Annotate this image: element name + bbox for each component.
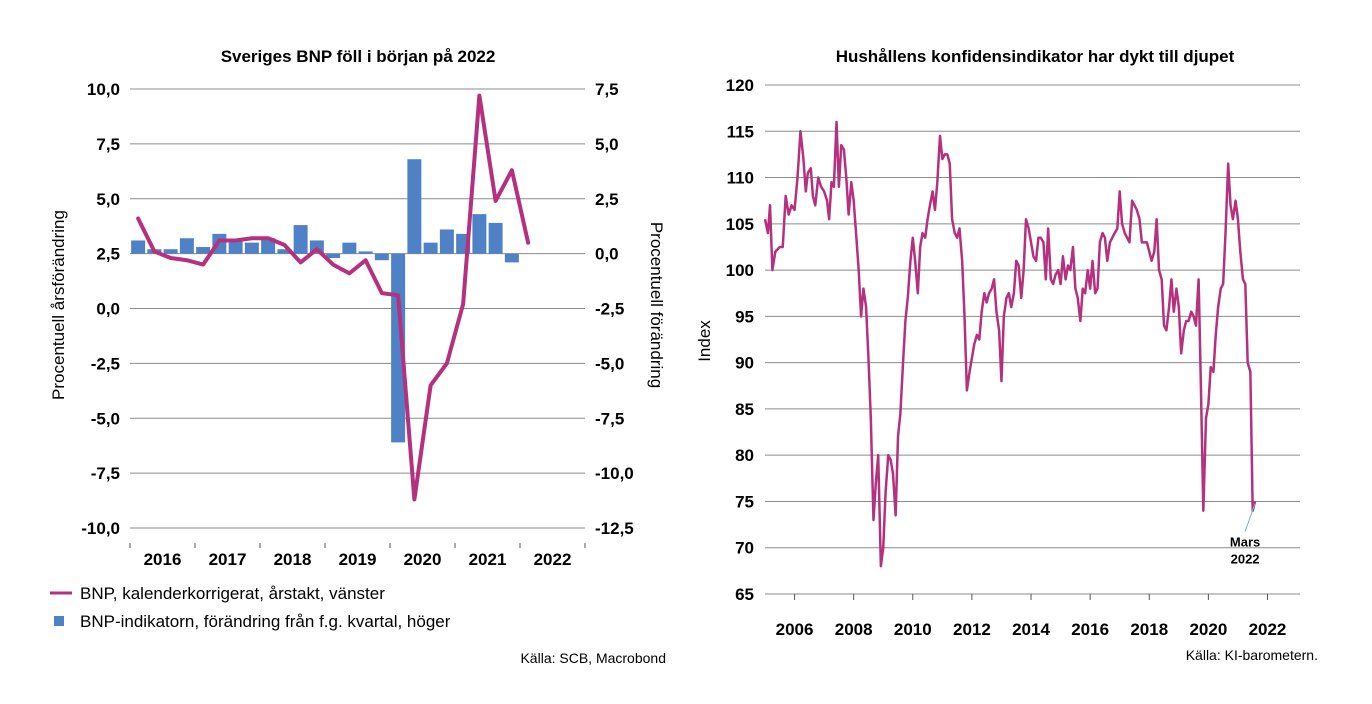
bar [472,214,487,254]
legend-label-line: BNP, kalenderkorrigerat, årstakt, vänste… [80,584,385,603]
bar [374,253,389,261]
right-y-axis: 120 115 110 105 100 95 90 85 80 75 70 65 [726,76,754,604]
legend-label-bar: BNP-indikatorn, förändring från f.g. kva… [80,612,451,631]
right-y-tick-label: 105 [726,215,754,234]
right-y-tick-label: 120 [726,76,754,95]
right-y-tick-label: 0,0 [595,245,619,264]
right-annotation: Mars 2022 [1230,503,1260,566]
left-y-tick-label: 7,5 [96,135,120,154]
left-y-tick-label: -5,0 [91,409,120,428]
right-x-tick-label: 2006 [776,620,814,639]
left-x-axis: 2016 2017 2018 2019 2020 2021 2022 [129,543,586,569]
left-y-tick-label: -7,5 [91,464,120,483]
right-y-tick-label: 115 [727,122,754,141]
left-x-tick-label: 2019 [339,550,377,569]
right-y-tick-label: 80 [735,446,754,465]
right-source-note: Källa: KI-barometern. [1186,647,1318,663]
bar [196,247,211,254]
right-chart-title: Hushållens konfidensindikator har dykt t… [836,47,1235,66]
left-x-tick-label: 2017 [209,550,247,569]
right-x-tick-label: 2012 [953,620,991,639]
right-y-tick-label: 75 [735,492,754,511]
bar [277,249,292,254]
right-x-tick-label: 2018 [1130,620,1168,639]
right-chart: Hushållens konfidensindikator har dykt t… [695,47,1318,663]
left-source-note: Källa: SCB, Macrobond [520,650,666,666]
right-y-tick-label: 65 [735,585,754,604]
left-y-tick-label: 2,5 [96,245,120,264]
right-x-tick-label: 2008 [835,620,873,639]
legend-bar-swatch [54,616,64,626]
left-x-tick-label: 2020 [404,550,442,569]
bar [358,251,373,254]
right-y-tick-label: -12,5 [595,519,634,538]
bar [244,242,259,254]
left-y-tick-label: -10,0 [81,519,120,538]
bar [179,238,194,254]
right-y-tick-label: -7,5 [595,409,624,428]
right-y-tick-label: 7,5 [595,80,619,99]
left-y-tick-label: 0,0 [96,300,120,319]
bar [488,222,503,254]
left-x-tick-label: 2018 [274,550,312,569]
left-y-axis-label-right: Procentuell förändring [647,222,666,388]
left-chart: Sveriges BNP föll i början på 2022 2016 2… [49,47,666,666]
annotation-label-month: Mars [1230,534,1260,549]
left-y-tick-label: 5,0 [96,190,120,209]
right-gridlines [765,84,1300,595]
right-x-tick-label: 2010 [894,620,932,639]
bar [439,229,454,254]
right-x-tick-label: 2016 [1071,620,1109,639]
left-gridlines [130,88,585,529]
right-x-tick-label: 2020 [1189,620,1227,639]
right-line-series [763,120,1257,568]
left-x-tick-label: 2022 [534,550,572,569]
right-y-tick-label: 90 [735,354,754,373]
left-line-series [136,93,531,502]
right-y-tick-label: -5,0 [595,354,624,373]
right-y-tick-label: 2,5 [595,190,619,209]
left-y-tick-label: 10,0 [87,80,120,99]
gdp-line [136,93,531,502]
right-x-tick-label: 2022 [1249,620,1287,639]
bar [228,240,243,254]
bar [391,253,406,443]
right-y-tick-label: 100 [726,261,754,280]
right-y-tick-label: -2,5 [595,300,624,319]
right-y-tick-label: 85 [735,400,754,419]
left-y-axis-right: 7,5 5,0 2,5 0,0 -2,5 -5,0 -7,5 -10,0 -12,5 [595,80,634,538]
bar [504,253,519,263]
right-y-tick-label: 70 [735,539,754,558]
left-y-axis-label-left: Procentuell årsförändring [49,210,68,400]
bar [293,225,308,254]
left-x-tick-label: 2021 [469,550,507,569]
bar [342,242,357,254]
right-x-axis: 2006 2008 2010 2012 2014 2016 2018 2020 2022 [776,594,1287,639]
right-y-axis-label: Index [695,320,714,362]
bar [261,238,276,254]
right-y-tick-label: 5,0 [595,135,619,154]
left-legend: BNP, kalenderkorrigerat, årstakt, vänste… [50,584,451,631]
annotation-pointer [1244,503,1256,532]
confidence-line [763,120,1257,568]
bar [407,159,422,254]
left-x-tick-label: 2016 [144,550,182,569]
bar [423,242,438,254]
bar [326,253,341,259]
right-x-tick-label: 2014 [1012,620,1050,639]
right-y-tick-label: 110 [727,169,754,188]
annotation-label-year: 2022 [1231,551,1260,566]
bar [163,249,178,254]
right-y-tick-label: -10,0 [595,464,634,483]
left-chart-title: Sveriges BNP föll i början på 2022 [221,47,496,66]
left-bar-series [131,159,519,443]
left-y-tick-label: -2,5 [91,354,120,373]
right-y-tick-label: 95 [735,307,754,326]
bar [131,240,146,254]
left-y-axis-left: 10,0 7,5 5,0 2,5 0,0 -2,5 -5,0 -7,5 -10,0 [81,80,120,538]
